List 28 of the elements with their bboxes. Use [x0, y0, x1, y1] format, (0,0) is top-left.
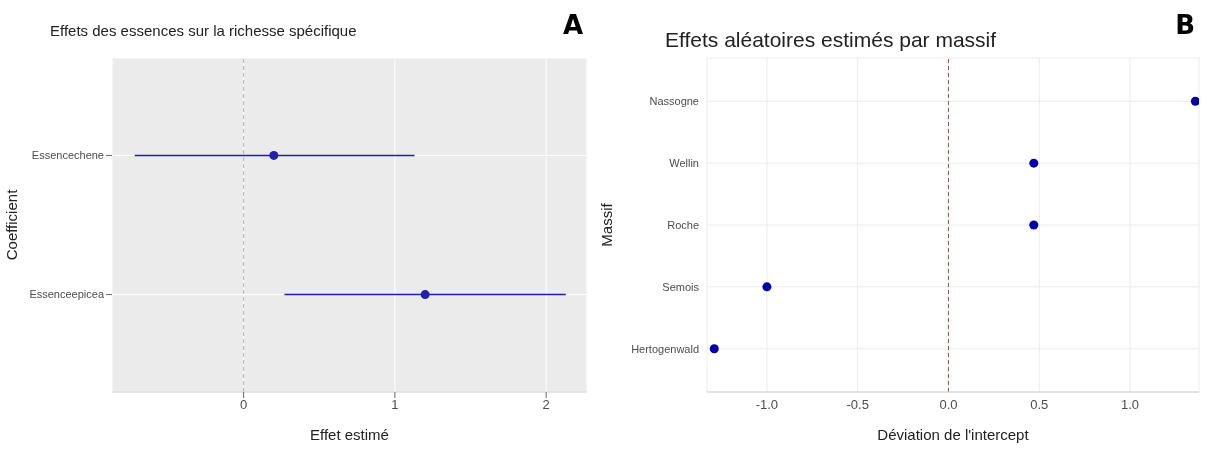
point [709, 344, 719, 354]
y-tick-label: Wellin [669, 157, 699, 170]
y-tick-label: Hertogenwald [631, 342, 699, 355]
x-tick-label: 2 [542, 397, 550, 413]
x-tick-label: -1.0 [755, 397, 779, 413]
chart-title: Effets aléatoires estimés par massif [665, 28, 997, 52]
point [1029, 220, 1039, 230]
x-tick-label: 0.5 [1030, 397, 1049, 413]
y-tick-label: Nassogne [649, 95, 699, 108]
y-axis-title: Coefficient [3, 188, 21, 261]
point [1190, 96, 1199, 106]
x-tick-label: -0.5 [846, 397, 869, 413]
x-tick-label: 0 [239, 397, 248, 413]
x-tick-label: 1 [391, 397, 399, 413]
y-tick-label: Semois [662, 280, 700, 293]
point [1029, 158, 1039, 168]
text: B [1175, 10, 1195, 40]
y-tick-label: Essencechene [31, 149, 104, 162]
text: A [562, 10, 583, 40]
y-tick-label: Roche [667, 218, 699, 231]
y-tick-label: Essenceepicea [29, 288, 105, 301]
x-tick-label: 0.0 [939, 397, 958, 413]
x-axis-title: Effet estimé [310, 426, 389, 443]
chart-title: Effets des essences sur la richesse spécifique [50, 22, 357, 39]
x-axis-title: Déviation de l'intercept [877, 426, 1030, 443]
x-tick-label: 1.0 [1120, 397, 1140, 413]
point [762, 282, 772, 292]
y-axis-title: Massif [598, 202, 616, 247]
